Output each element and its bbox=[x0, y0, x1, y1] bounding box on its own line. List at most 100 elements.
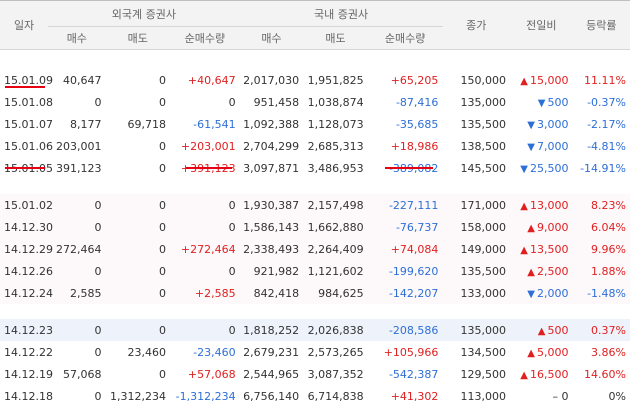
cell-domestic-net: -35,685 bbox=[367, 113, 443, 135]
cell-domestic-net: -542,387 bbox=[367, 363, 443, 385]
trading-data-table: 15.01.09 40,647 0 +40,647 2,017,030 1,951,825… bbox=[0, 50, 630, 407]
col-foreign-header: 외국계 증권사 bbox=[48, 0, 240, 27]
cell-domestic-buy: 3,097,871 bbox=[239, 157, 304, 179]
cell-foreign-sell: 0 bbox=[105, 363, 170, 385]
cell-rate: -0.37% bbox=[572, 91, 630, 113]
table-row[interactable]: 15.01.07 8,177 69,718 -61,541 1,092,388 1,128… bbox=[0, 113, 630, 135]
cell-date: 15.01.02 bbox=[0, 194, 53, 216]
table-header: 일자 외국계 증권사 국내 증권사 종가 전일비 등락률 매수 매도 순매수량 … bbox=[0, 0, 630, 50]
cell-rate: -4.81% bbox=[572, 135, 630, 157]
cell-domestic-sell: 1,128,073 bbox=[303, 113, 368, 135]
cell-change: ▲ 9,000 bbox=[510, 216, 573, 238]
cell-close: 135,500 bbox=[442, 113, 510, 135]
cell-close: 135,000 bbox=[442, 91, 510, 113]
col-foreign-sell-header[interactable]: 매도 bbox=[105, 26, 171, 50]
cell-date: 14.12.30 bbox=[0, 216, 53, 238]
col-domestic-net-header[interactable]: 순매수량 bbox=[367, 26, 443, 50]
cell-rate: 14.60% bbox=[572, 363, 630, 385]
table-row[interactable]: 14.12.19 57,068 0 +57,068 2,544,965 3,087,352… bbox=[0, 363, 630, 385]
cell-foreign-sell: 0 bbox=[105, 91, 170, 113]
table-row[interactable]: 14.12.23 0 0 0 1,818,252 2,026,838 -208,586 135… bbox=[0, 319, 630, 341]
table-row[interactable]: 14.12.26 0 0 0 921,982 1,121,602 -199,620 135,5… bbox=[0, 260, 630, 282]
col-domestic-sell-header[interactable]: 매도 bbox=[303, 26, 368, 50]
cell-domestic-sell: 2,573,265 bbox=[303, 341, 368, 363]
row-spacer-group bbox=[0, 179, 630, 194]
cell-date: 14.12.23 bbox=[0, 319, 53, 341]
table-row[interactable]: 15.01.06 203,001 0 +203,001 2,704,299 2,685,3… bbox=[0, 135, 630, 157]
triangle-up-icon: ▲ bbox=[527, 266, 535, 278]
col-foreign-buy-header[interactable]: 매수 bbox=[48, 26, 106, 50]
cell-close: 133,000 bbox=[442, 282, 510, 304]
cell-foreign-buy: 40,647 bbox=[48, 69, 106, 91]
cell-foreign-net: +2,585 bbox=[169, 282, 240, 304]
cell-rate: -14.91% bbox=[572, 157, 630, 179]
cell-foreign-buy: 57,068 bbox=[48, 363, 106, 385]
table-row[interactable]: 15.01.05391,1230+391,1233,097,8713,486,9… bbox=[0, 157, 630, 179]
cell-foreign-buy: 0 bbox=[48, 385, 106, 407]
table-row[interactable]: 15.01.02 0 0 0 1,930,387 2,157,498 -227,111 171… bbox=[0, 194, 630, 216]
table-row[interactable]: 14.12.29 272,464 0 +272,464 2,338,493 2,264,4… bbox=[0, 238, 630, 260]
col-date-header[interactable]: 일자 bbox=[0, 0, 49, 50]
cell-domestic-sell: 1,951,825 bbox=[303, 69, 368, 91]
cell-foreign-sell: 0 bbox=[105, 135, 170, 157]
cell-rate: -2.17% bbox=[572, 113, 630, 135]
table-row[interactable]: 14.12.24 2,585 0 +2,585 842,418 984,625 -142,2… bbox=[0, 282, 630, 304]
cell-domestic-buy: 2,017,030 bbox=[239, 69, 304, 91]
cell-close: 171,000 bbox=[442, 194, 510, 216]
cell-foreign-net: -61,541 bbox=[169, 113, 240, 135]
cell-foreign-net: +203,001 bbox=[169, 135, 240, 157]
cell-domestic-net: -76,737 bbox=[367, 216, 443, 238]
cell-domestic-net: -142,207 bbox=[367, 282, 443, 304]
cell-rate: 0.37% bbox=[572, 319, 630, 341]
cell-domestic-buy: 2,704,299 bbox=[239, 135, 304, 157]
triangle-up-icon: ▲ bbox=[520, 75, 528, 87]
cell-domestic-net: -199,620 bbox=[367, 260, 443, 282]
table-row[interactable]: 15.01.09 40,647 0 +40,647 2,017,030 1,951,825… bbox=[0, 69, 630, 91]
col-foreign-net-header[interactable]: 순매수량 bbox=[170, 26, 240, 50]
cell-foreign-net: -23,460 bbox=[169, 341, 240, 363]
cell-close: 129,500 bbox=[442, 363, 510, 385]
cell-foreign-sell: 23,460 bbox=[105, 341, 170, 363]
cell-domestic-buy: 1,092,388 bbox=[239, 113, 304, 135]
col-domestic-buy-header[interactable]: 매수 bbox=[239, 26, 304, 50]
cell-foreign-buy: 0 bbox=[48, 91, 106, 113]
col-rate-header[interactable]: 등락률 bbox=[572, 0, 630, 50]
cell-close: 150,000 bbox=[442, 69, 510, 91]
cell-domestic-buy: 6,756,140 bbox=[239, 385, 304, 407]
cell-close: 158,000 bbox=[442, 216, 510, 238]
cell-foreign-buy: 8,177 bbox=[48, 113, 106, 135]
cell-change: ▼ 25,500 bbox=[510, 157, 573, 179]
cell-change: – 0 bbox=[510, 385, 573, 407]
triangle-up-icon: ▲ bbox=[527, 222, 535, 234]
table-row[interactable]: 14.12.30 0 0 0 1,586,143 1,662,880 -76,737 158,… bbox=[0, 216, 630, 238]
cell-foreign-net: 0 bbox=[169, 260, 240, 282]
cell-date: 15.01.07 bbox=[0, 113, 53, 135]
cell-domestic-net: -208,586 bbox=[367, 319, 443, 341]
cell-domestic-sell: 1,662,880 bbox=[303, 216, 368, 238]
col-close-header[interactable]: 종가 bbox=[442, 0, 511, 50]
cell-foreign-buy: 0 bbox=[48, 319, 106, 341]
cell-domestic-buy: 951,458 bbox=[239, 91, 304, 113]
cell-foreign-sell: 0 bbox=[105, 238, 170, 260]
cell-rate: 3.86% bbox=[572, 341, 630, 363]
triangle-up-icon: ▲ bbox=[520, 244, 528, 256]
col-change-header[interactable]: 전일비 bbox=[510, 0, 573, 50]
cell-close: 134,500 bbox=[442, 341, 510, 363]
cell-domestic-sell: 6,714,838 bbox=[303, 385, 368, 407]
cell-domestic-net: -87,416 bbox=[367, 91, 443, 113]
cell-close: 135,500 bbox=[442, 260, 510, 282]
cell-domestic-sell: 3,087,352 bbox=[303, 363, 368, 385]
cell-close: 138,500 bbox=[442, 135, 510, 157]
table-row[interactable]: 14.12.18 0 1,312,234 -1,312,234 6,756,140 6,7… bbox=[0, 385, 630, 407]
cell-foreign-net: -1,312,234 bbox=[169, 385, 240, 407]
cell-foreign-sell: 69,718 bbox=[105, 113, 170, 135]
cell-domestic-sell: 2,026,838 bbox=[303, 319, 368, 341]
cell-domestic-buy: 2,338,493 bbox=[239, 238, 304, 260]
cell-change: ▼ 500 bbox=[510, 91, 573, 113]
cell-rate: 11.11% bbox=[572, 69, 630, 91]
cell-rate: 0% bbox=[572, 385, 630, 407]
annotation-underline-domestic-net bbox=[385, 167, 433, 169]
table-row[interactable]: 14.12.22 0 23,460 -23,460 2,679,231 2,573,265… bbox=[0, 341, 630, 363]
table-row[interactable]: 15.01.08 0 0 0 951,458 1,038,874 -87,416 135,00… bbox=[0, 91, 630, 113]
